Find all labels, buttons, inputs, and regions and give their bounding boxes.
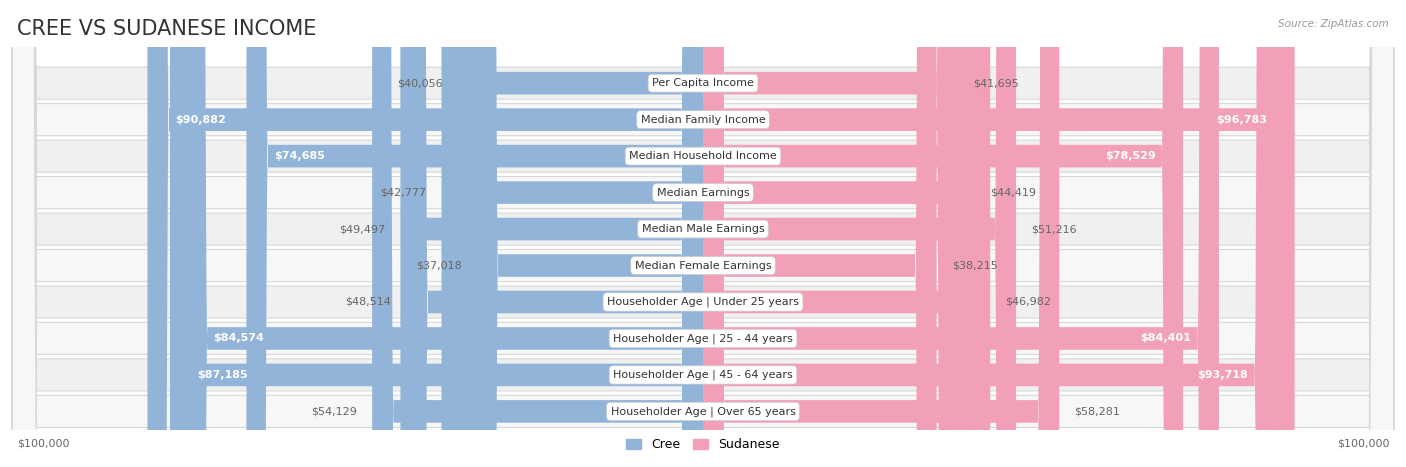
FancyBboxPatch shape (13, 0, 1393, 467)
Text: $93,718: $93,718 (1198, 370, 1249, 380)
FancyBboxPatch shape (703, 0, 1275, 467)
FancyBboxPatch shape (13, 0, 1393, 467)
FancyBboxPatch shape (703, 0, 1182, 467)
FancyBboxPatch shape (13, 0, 1393, 467)
FancyBboxPatch shape (148, 0, 703, 467)
FancyBboxPatch shape (13, 0, 1393, 467)
FancyBboxPatch shape (703, 0, 1059, 467)
FancyBboxPatch shape (477, 0, 703, 467)
Text: CREE VS SUDANESE INCOME: CREE VS SUDANESE INCOME (17, 19, 316, 39)
Text: $51,216: $51,216 (1032, 224, 1077, 234)
FancyBboxPatch shape (401, 0, 703, 467)
FancyBboxPatch shape (703, 0, 957, 467)
FancyBboxPatch shape (13, 0, 1393, 467)
FancyBboxPatch shape (246, 0, 703, 467)
Text: $41,695: $41,695 (973, 78, 1019, 88)
FancyBboxPatch shape (703, 0, 1295, 467)
FancyBboxPatch shape (13, 0, 1393, 467)
Text: $78,529: $78,529 (1105, 151, 1156, 161)
Text: $74,685: $74,685 (274, 151, 325, 161)
Text: $54,129: $54,129 (311, 406, 357, 417)
Text: $100,000: $100,000 (1337, 439, 1389, 449)
Text: Median Household Income: Median Household Income (628, 151, 778, 161)
Text: Householder Age | Under 25 years: Householder Age | Under 25 years (607, 297, 799, 307)
FancyBboxPatch shape (170, 0, 703, 467)
Text: Householder Age | 45 - 64 years: Householder Age | 45 - 64 years (613, 370, 793, 380)
Text: $40,056: $40,056 (398, 78, 443, 88)
Text: $46,982: $46,982 (1005, 297, 1052, 307)
Text: $100,000: $100,000 (17, 439, 69, 449)
Text: Per Capita Income: Per Capita Income (652, 78, 754, 88)
Text: $37,018: $37,018 (416, 261, 461, 270)
FancyBboxPatch shape (186, 0, 703, 467)
Text: Source: ZipAtlas.com: Source: ZipAtlas.com (1278, 19, 1389, 28)
FancyBboxPatch shape (703, 0, 1219, 467)
FancyBboxPatch shape (703, 0, 990, 467)
Text: Median Family Income: Median Family Income (641, 114, 765, 125)
Text: $96,783: $96,783 (1216, 114, 1267, 125)
FancyBboxPatch shape (13, 0, 1393, 467)
Text: $48,514: $48,514 (346, 297, 391, 307)
Text: $38,215: $38,215 (952, 261, 998, 270)
FancyBboxPatch shape (441, 0, 703, 467)
Text: $90,882: $90,882 (174, 114, 226, 125)
FancyBboxPatch shape (13, 0, 1393, 467)
FancyBboxPatch shape (13, 0, 1393, 467)
Text: $84,574: $84,574 (214, 333, 264, 343)
FancyBboxPatch shape (406, 0, 703, 467)
FancyBboxPatch shape (13, 0, 1393, 467)
FancyBboxPatch shape (703, 0, 1017, 467)
Text: Median Female Earnings: Median Female Earnings (634, 261, 772, 270)
Text: $87,185: $87,185 (197, 370, 249, 380)
Text: $84,401: $84,401 (1140, 333, 1191, 343)
Text: Householder Age | Over 65 years: Householder Age | Over 65 years (610, 406, 796, 417)
FancyBboxPatch shape (703, 0, 974, 467)
Text: $42,777: $42,777 (380, 188, 426, 198)
Text: $58,281: $58,281 (1074, 406, 1121, 417)
Text: Householder Age | 25 - 44 years: Householder Age | 25 - 44 years (613, 333, 793, 344)
FancyBboxPatch shape (373, 0, 703, 467)
Legend: Cree, Sudanese: Cree, Sudanese (621, 433, 785, 456)
FancyBboxPatch shape (703, 0, 936, 467)
FancyBboxPatch shape (458, 0, 703, 467)
Text: $44,419: $44,419 (990, 188, 1036, 198)
Text: Median Earnings: Median Earnings (657, 188, 749, 198)
Text: Median Male Earnings: Median Male Earnings (641, 224, 765, 234)
Text: $49,497: $49,497 (339, 224, 385, 234)
